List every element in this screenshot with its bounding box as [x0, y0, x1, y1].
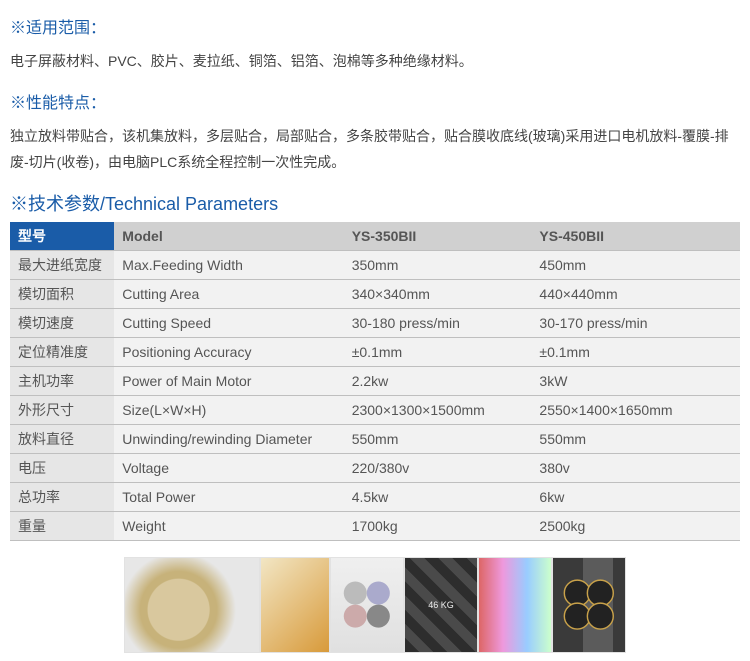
table-row: 放料直径Unwinding/rewinding Diameter550mm550…	[10, 424, 740, 453]
header-model: Model	[114, 222, 343, 251]
table-row: 重量Weight1700kg2500kg	[10, 511, 740, 540]
cell-zh: 模切速度	[10, 308, 114, 337]
cell-zh: 重量	[10, 511, 114, 540]
cell-en: Total Power	[114, 482, 343, 511]
rsc-stickers-photo	[330, 557, 404, 653]
cell-m2: 2500kg	[531, 511, 740, 540]
cell-m1: ±0.1mm	[344, 337, 532, 366]
cell-en: Voltage	[114, 453, 343, 482]
cell-m1: 2.2kw	[344, 366, 532, 395]
table-row: 最大进纸宽度Max.Feeding Width350mm450mm	[10, 250, 740, 279]
table-row: 主机功率Power of Main Motor2.2kw3kW	[10, 366, 740, 395]
header-m1: YS-350BII	[344, 222, 532, 251]
features-heading: 性能特点	[10, 89, 740, 113]
product-gallery: 46 KG	[10, 557, 740, 653]
table-row: 外形尺寸Size(L×W×H)2300×1300×1500mm2550×1400…	[10, 395, 740, 424]
cell-en: Positioning Accuracy	[114, 337, 343, 366]
table-row: 模切面积Cutting Area340×340mm440×440mm	[10, 279, 740, 308]
table-row: 定位精准度Positioning Accuracy±0.1mm±0.1mm	[10, 337, 740, 366]
cell-m1: 4.5kw	[344, 482, 532, 511]
cell-zh: 定位精准度	[10, 337, 114, 366]
cell-m1: 30-180 press/min	[344, 308, 532, 337]
cell-m2: ±0.1mm	[531, 337, 740, 366]
holographic-stickers-photo	[478, 557, 552, 653]
cell-zh: 放料直径	[10, 424, 114, 453]
cell-zh: 总功率	[10, 482, 114, 511]
cell-zh: 模切面积	[10, 279, 114, 308]
cell-m2: 450mm	[531, 250, 740, 279]
cell-m2: 6kw	[531, 482, 740, 511]
table-header-row: 型号 Model YS-350BII YS-450BII	[10, 222, 740, 251]
cell-m2: 2550×1400×1650mm	[531, 395, 740, 424]
cell-m2: 380v	[531, 453, 740, 482]
table-row: 模切速度Cutting Speed30-180 press/min30-170 …	[10, 308, 740, 337]
cell-zh: 最大进纸宽度	[10, 250, 114, 279]
scope-text: 电子屏蔽材料、PVC、胶片、麦拉纸、铜箔、铝箔、泡棉等多种绝缘材料。	[10, 48, 740, 75]
tech-params-table: 型号 Model YS-350BII YS-450BII 最大进纸宽度Max.F…	[10, 222, 740, 541]
cell-m1: 2300×1300×1500mm	[344, 395, 532, 424]
cell-en: Size(L×W×H)	[114, 395, 343, 424]
cell-en: Unwinding/rewinding Diameter	[114, 424, 343, 453]
yellow-labels-photo	[260, 557, 330, 653]
cell-m1: 340×340mm	[344, 279, 532, 308]
cell-zh: 主机功率	[10, 366, 114, 395]
cell-en: Cutting Area	[114, 279, 343, 308]
kg-stickers-photo: 46 KG	[404, 557, 478, 653]
cell-m1: 350mm	[344, 250, 532, 279]
label-rolls-photo	[124, 557, 260, 653]
header-m2: YS-450BII	[531, 222, 740, 251]
cell-m2: 550mm	[531, 424, 740, 453]
cell-en: Cutting Speed	[114, 308, 343, 337]
cell-m2: 440×440mm	[531, 279, 740, 308]
table-row: 电压Voltage220/380v380v	[10, 453, 740, 482]
cell-en: Max.Feeding Width	[114, 250, 343, 279]
round-labels-photo	[552, 557, 626, 653]
scope-heading: 适用范围	[10, 14, 740, 38]
cell-m1: 550mm	[344, 424, 532, 453]
cell-en: Weight	[114, 511, 343, 540]
table-row: 总功率Total Power4.5kw6kw	[10, 482, 740, 511]
cell-m2: 3kW	[531, 366, 740, 395]
header-zh: 型号	[10, 222, 114, 251]
cell-m2: 30-170 press/min	[531, 308, 740, 337]
tech-params-heading: 技术参数/Technical Parameters	[10, 190, 740, 216]
cell-en: Power of Main Motor	[114, 366, 343, 395]
cell-m1: 220/380v	[344, 453, 532, 482]
cell-zh: 电压	[10, 453, 114, 482]
features-text: 独立放料带贴合，该机集放料，多层贴合，局部贴合，多条胶带贴合，贴合膜收底线(玻璃…	[10, 123, 740, 176]
cell-zh: 外形尺寸	[10, 395, 114, 424]
cell-m1: 1700kg	[344, 511, 532, 540]
